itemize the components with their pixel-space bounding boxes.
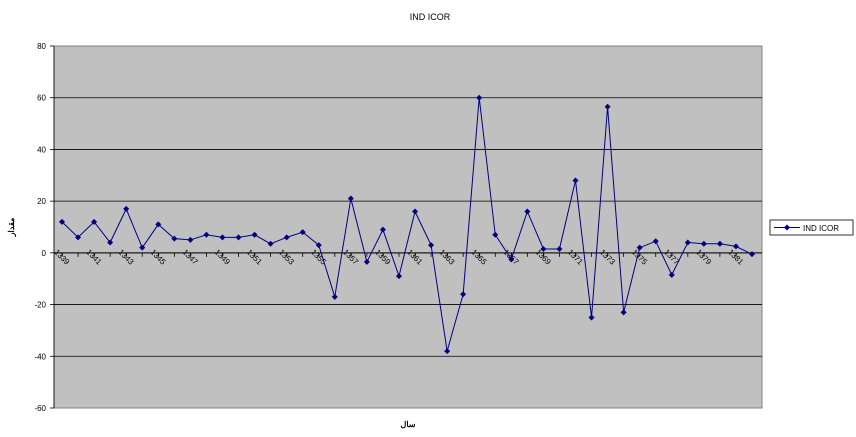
- series-layer: [59, 94, 755, 355]
- legend: IND ICOR: [769, 219, 854, 236]
- data-point: [508, 256, 515, 263]
- data-point: [476, 94, 483, 101]
- data-point: [428, 242, 435, 249]
- data-point: [75, 234, 82, 241]
- legend-box: [769, 219, 854, 236]
- data-point: [187, 236, 194, 243]
- data-point: [460, 291, 467, 298]
- data-point: [444, 348, 451, 355]
- data-point: [379, 226, 386, 233]
- y-tick-label: -40: [34, 352, 46, 361]
- data-point: [395, 273, 402, 280]
- data-point: [91, 218, 98, 225]
- data-point: [139, 244, 146, 251]
- data-point: [331, 293, 338, 300]
- data-point: [171, 235, 178, 242]
- data-point: [107, 239, 114, 246]
- data-point: [636, 244, 643, 251]
- data-point: [732, 243, 739, 250]
- data-point: [652, 238, 659, 245]
- data-point: [684, 239, 691, 246]
- data-point: [668, 271, 675, 278]
- y-tick-label: 80: [37, 42, 46, 51]
- y-tick-label: -60: [34, 404, 46, 413]
- data-point: [235, 234, 242, 241]
- y-tick-label: 60: [37, 94, 46, 103]
- data-point: [347, 195, 354, 202]
- x-axis-title: سال: [401, 420, 416, 429]
- data-point: [524, 208, 531, 215]
- chart-title: IND ICOR: [410, 12, 451, 22]
- plot-area: [53, 45, 763, 409]
- data-point: [363, 258, 370, 265]
- data-point: [203, 231, 210, 238]
- data-point: [716, 240, 723, 247]
- data-point: [700, 240, 707, 247]
- data-point: [283, 234, 290, 241]
- y-tick-label: -20: [34, 301, 46, 310]
- data-point: [123, 205, 130, 212]
- data-point: [315, 242, 322, 249]
- data-point: [588, 314, 595, 321]
- data-point: [492, 231, 499, 238]
- data-point: [299, 229, 306, 236]
- y-tick-label: 20: [37, 197, 46, 206]
- data-point: [412, 208, 419, 215]
- data-point: [749, 251, 755, 258]
- data-point: [219, 234, 226, 241]
- y-axis-title: مقدار: [7, 218, 17, 238]
- data-point: [604, 103, 611, 110]
- data-point: [540, 245, 547, 252]
- data-point: [556, 245, 563, 252]
- legend-label: IND ICOR: [803, 224, 839, 233]
- y-tick-label: 0: [42, 249, 47, 258]
- legend-marker: [784, 224, 790, 231]
- y-tick-label: 40: [37, 145, 46, 154]
- data-point: [267, 240, 274, 247]
- data-point: [572, 177, 579, 184]
- data-point: [59, 218, 65, 225]
- data-point: [155, 221, 162, 228]
- data-point: [251, 231, 258, 238]
- data-point: [620, 309, 627, 316]
